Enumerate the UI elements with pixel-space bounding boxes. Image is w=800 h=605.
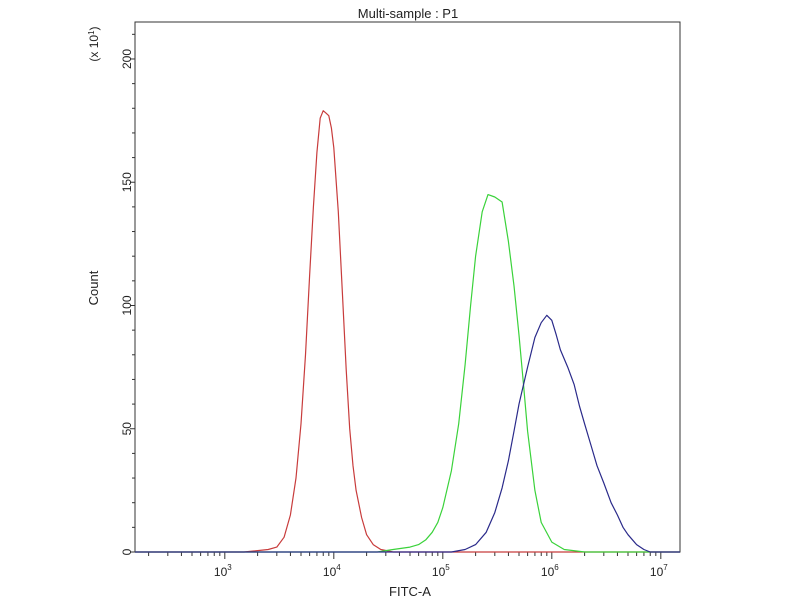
chart-title: Multi-sample : P1 bbox=[358, 6, 458, 21]
y-tick-label-3: 150 bbox=[120, 172, 134, 192]
y-multiplier-suffix: ) bbox=[87, 26, 101, 30]
ticks-layer: 0 50 100 150 200 103 104 105 106 107 bbox=[120, 33, 668, 579]
y-multiplier-prefix: (x 10 bbox=[87, 35, 101, 62]
y-multiplier-label: (x 101) bbox=[87, 26, 102, 61]
histogram-series-1 bbox=[135, 110, 680, 553]
y-tick-label-2: 100 bbox=[120, 295, 134, 315]
x-tick-label-0: 103 bbox=[214, 563, 232, 579]
plot-frame bbox=[134, 21, 681, 553]
x-axis-label: FITC-A bbox=[389, 584, 431, 599]
histogram-series-2 bbox=[135, 194, 680, 553]
y-axis-label: Count bbox=[86, 270, 101, 305]
y-tick-label-1: 50 bbox=[120, 422, 134, 436]
x-tick-label-2: 105 bbox=[432, 563, 450, 579]
x-tick-label-1: 104 bbox=[323, 563, 341, 579]
x-tick-label-3: 106 bbox=[541, 563, 559, 579]
y-tick-label-0: 0 bbox=[120, 548, 134, 555]
series-layer bbox=[135, 110, 680, 553]
y-multiplier-exponent: 1 bbox=[87, 30, 96, 35]
x-tick-label-4: 107 bbox=[650, 563, 668, 579]
y-tick-label-4: 200 bbox=[120, 49, 134, 69]
histogram-series-3 bbox=[135, 314, 680, 553]
